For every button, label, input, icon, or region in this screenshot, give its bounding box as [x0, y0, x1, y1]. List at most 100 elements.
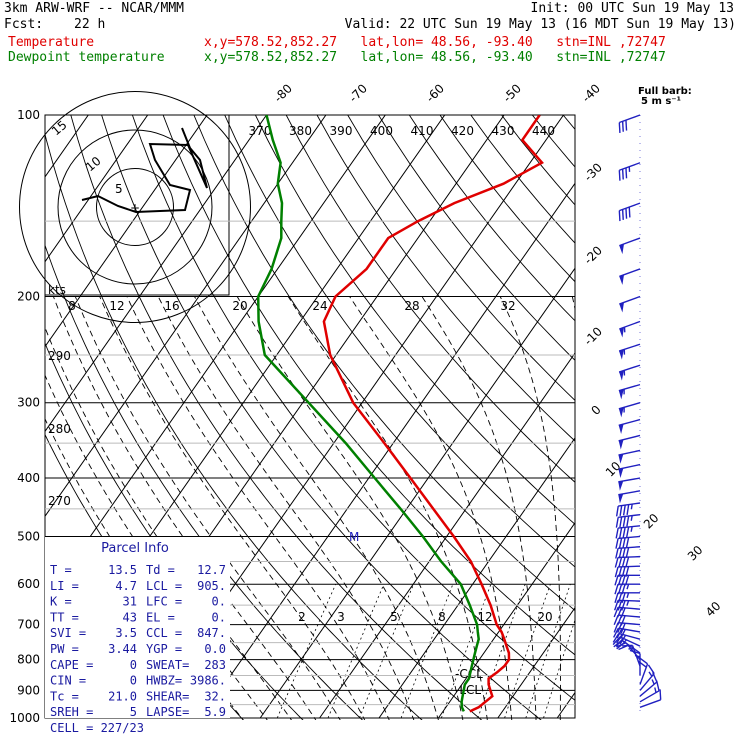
- wind-barbs: [612, 114, 662, 712]
- wind-barb-staff: [618, 513, 641, 519]
- lcl-label: -LCL: [455, 683, 481, 697]
- wind-barb: [618, 402, 641, 418]
- wind-barb: [614, 555, 641, 568]
- theta-label: 440: [532, 124, 555, 138]
- parcel-value: 21.0: [108, 689, 137, 703]
- wind-barb-full: [621, 556, 626, 568]
- wind-barb-staff: [618, 364, 641, 373]
- parcel-value: 0.: [212, 595, 226, 609]
- wind-barb-full: [618, 537, 623, 549]
- parcel-key: T =: [50, 563, 72, 577]
- wind-barb: [619, 237, 641, 255]
- mixing-ratio-label: 12: [477, 610, 492, 624]
- wind-barb-staff: [639, 663, 649, 685]
- temperature-location: x,y=578.52,852.27 lat,lon= 48.56, -93.40…: [204, 35, 666, 50]
- parcel-value: 847.: [197, 626, 226, 640]
- wind-barb-full: [615, 505, 619, 517]
- wind-barb-half: [630, 503, 633, 510]
- isotherm-label: -30: [581, 160, 605, 184]
- wind-barb: [613, 606, 641, 618]
- wind-barb-full: [621, 169, 624, 180]
- wind-key-line2: 5 m s⁻¹: [641, 96, 681, 107]
- hodograph-ring-label: 5: [115, 182, 123, 196]
- wind-barb-flag: [619, 370, 624, 381]
- valid-time: Valid: 22 UTC Sun 19 May 13 (16 MDT Sun …: [344, 17, 736, 32]
- parcel-key: CAPE =: [50, 658, 93, 672]
- wind-key: Full barb:5 m s⁻¹: [638, 86, 692, 107]
- dry-adiabat-line: [70, 115, 483, 720]
- parcel-info-box: Parcel Info T = 13.5 Td = 12.7 LI = 4.7 LCL = 90…: [45, 537, 230, 735]
- isotherm-line: [259, 267, 575, 719]
- wind-barb-flag: [618, 481, 624, 491]
- wind-barb-half: [630, 526, 633, 532]
- wind-barb-full: [617, 607, 623, 618]
- parcel-key: SREH =: [50, 705, 93, 719]
- wind-barb: [618, 343, 641, 360]
- isotherm-line: [45, 115, 267, 433]
- wind-barb-full: [622, 516, 626, 527]
- parcel-value: 5.9: [204, 705, 226, 719]
- wind-barb-staff: [619, 202, 641, 212]
- pressure-tick-label: 600: [17, 577, 40, 591]
- isotherm-label: -70: [346, 81, 370, 105]
- wind-barb-staff: [618, 546, 641, 549]
- wind-barb-half: [626, 600, 630, 606]
- theta-label: 420: [451, 124, 474, 138]
- wind-barb-full: [655, 680, 660, 691]
- parcel-value: 3.5: [115, 626, 137, 640]
- wind-barb-full: [617, 575, 623, 586]
- temperature-legend: Temperature: [8, 35, 95, 50]
- parcel-key: EL =: [146, 610, 175, 624]
- pressure-tick-label: 1000: [9, 711, 40, 725]
- wind-barb-full: [619, 505, 623, 516]
- wind-barb-full: [618, 527, 623, 539]
- wind-barb-full: [621, 121, 624, 132]
- forecast-label: Fcst:: [4, 17, 44, 32]
- wind-barb-full: [621, 209, 624, 220]
- wind-barb-full: [618, 210, 621, 222]
- parcel-value: 905.: [197, 579, 226, 593]
- wind-barb-half: [622, 639, 627, 645]
- wind-barb-full: [615, 548, 619, 559]
- isotherm-label: -50: [500, 81, 524, 105]
- wind-barb: [639, 689, 662, 708]
- parcel-box-bg: [45, 537, 230, 718]
- wind-barb-staff: [618, 434, 641, 442]
- wind-barb: [615, 535, 641, 549]
- moist-adiabat-line: [499, 296, 561, 720]
- wind-barb-flag: [618, 439, 624, 450]
- isotherm-line: [319, 352, 575, 719]
- wind-barb-full: [621, 600, 626, 611]
- parcel-value: 12.7: [197, 563, 226, 577]
- wind-barb-full: [618, 547, 623, 559]
- moist-adiabat-line: [236, 296, 464, 720]
- isotherm-line: [200, 182, 575, 719]
- wind-barb-full: [616, 628, 623, 639]
- moist-adiabat-line: [126, 296, 390, 720]
- wind-speed-label: 16: [164, 299, 179, 313]
- wind-barb-full: [619, 516, 623, 528]
- dry-adiabat-line: [285, 115, 575, 483]
- wind-barb-full: [621, 584, 626, 595]
- wind-barb-full: [614, 584, 619, 595]
- wind-barb: [619, 295, 641, 313]
- init-time: Init: 00 UTC Sun 19 May 13: [530, 1, 735, 16]
- mixing-ratio-label: 5: [390, 610, 398, 624]
- wind-barb-staff: [618, 627, 641, 633]
- moist-adiabat-line: [99, 296, 366, 720]
- wind-barb-full: [618, 170, 621, 181]
- wind-barb-flag: [618, 424, 624, 434]
- isotherm-label: 40: [703, 599, 724, 620]
- wind-barb: [618, 490, 641, 504]
- parcel-key: Td =: [146, 563, 175, 577]
- theta-label: 400: [370, 124, 393, 138]
- wind-barb-full: [617, 592, 623, 604]
- dewpoint-location: x,y=578.52,852.27 lat,lon= 48.56, -93.40…: [204, 50, 666, 65]
- parcel-value: 3.44: [108, 642, 137, 656]
- wind-barb-staff: [639, 673, 655, 691]
- wind-barb-full: [612, 633, 620, 643]
- isotherm-line: [378, 437, 575, 719]
- wind-speed-label: 32: [500, 299, 515, 313]
- dry-adiabat-line: [562, 115, 575, 131]
